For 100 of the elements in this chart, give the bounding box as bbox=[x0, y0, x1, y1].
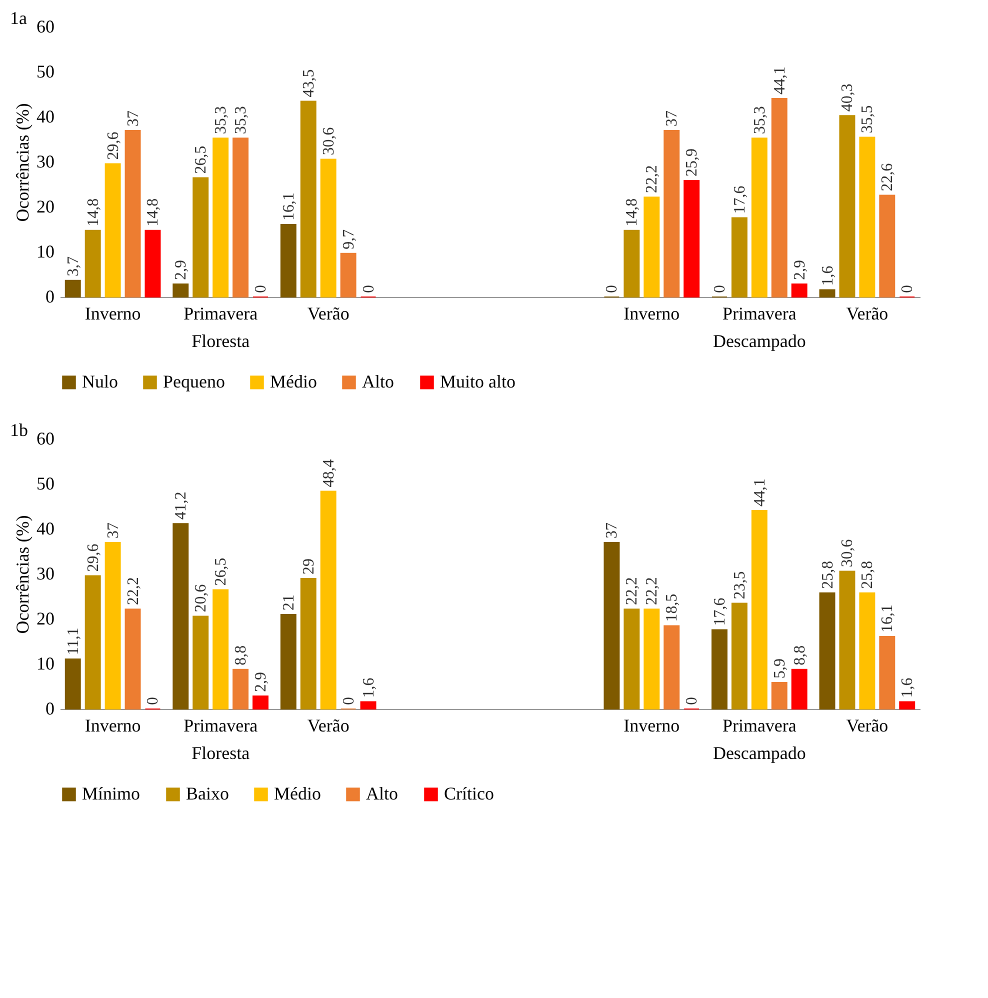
bar bbox=[839, 115, 856, 298]
data-label: 8,8 bbox=[791, 645, 808, 666]
bar bbox=[731, 217, 748, 298]
data-label: 25,9 bbox=[684, 148, 701, 176]
x-tick-label: Primavera bbox=[184, 716, 258, 736]
data-label: 8,8 bbox=[232, 645, 250, 666]
y-axis-title: Ocorrências (%) bbox=[12, 515, 32, 634]
bar bbox=[124, 608, 141, 710]
data-label: 37 bbox=[664, 110, 681, 126]
data-label: 14,8 bbox=[624, 198, 641, 226]
x-tick-label: Primavera bbox=[722, 716, 796, 736]
x-tick-label: Primavera bbox=[184, 304, 258, 324]
bar bbox=[604, 542, 620, 710]
bar bbox=[280, 224, 296, 298]
x-tick-label: Inverno bbox=[624, 304, 680, 324]
data-label: 44,1 bbox=[771, 66, 788, 95]
text: Floresta bbox=[192, 331, 250, 351]
legend-label: Nulo bbox=[82, 371, 118, 392]
legend-label: Médio bbox=[274, 783, 321, 804]
data-label: 0 bbox=[604, 285, 621, 293]
bar bbox=[644, 608, 660, 710]
data-label: 22,2 bbox=[644, 165, 661, 194]
data-label: 14,8 bbox=[144, 198, 162, 226]
bar bbox=[320, 158, 336, 298]
x-tick-label: Inverno bbox=[624, 716, 680, 736]
bar bbox=[879, 194, 896, 298]
bar bbox=[791, 668, 808, 710]
bar bbox=[839, 570, 856, 710]
bar bbox=[64, 280, 81, 298]
data-label: 0 bbox=[899, 285, 916, 293]
bar bbox=[684, 180, 700, 298]
bar bbox=[232, 138, 249, 298]
data-label: 14,8 bbox=[84, 198, 102, 226]
bar bbox=[664, 130, 680, 298]
y-tick-label: 20 bbox=[36, 608, 54, 628]
bar bbox=[751, 138, 768, 298]
bar bbox=[84, 575, 101, 710]
x-tick-label: Verão bbox=[846, 304, 888, 324]
bar bbox=[731, 602, 748, 710]
bar bbox=[664, 625, 680, 710]
bar bbox=[172, 283, 189, 298]
data-label: 22,2 bbox=[624, 577, 641, 606]
x-tick-label: Verão bbox=[307, 716, 350, 736]
legend-label: Baixo bbox=[186, 783, 229, 804]
data-label: 22,6 bbox=[879, 163, 896, 192]
data-label: 20,6 bbox=[192, 584, 210, 612]
data-label: 26,5 bbox=[192, 146, 210, 174]
data-label: 41,2 bbox=[172, 492, 190, 520]
data-label: 35,3 bbox=[212, 106, 230, 134]
chart-title: 1a bbox=[10, 8, 27, 28]
data-label: 23,5 bbox=[731, 571, 748, 600]
data-label: 5,9 bbox=[771, 658, 788, 678]
bar bbox=[212, 138, 229, 298]
bar bbox=[859, 592, 876, 710]
x-tick-label: Inverno bbox=[84, 304, 141, 324]
legend-label: Muito alto bbox=[440, 371, 516, 392]
bar bbox=[144, 230, 161, 298]
data-label: 0 bbox=[340, 697, 358, 705]
bar bbox=[899, 701, 916, 710]
y-tick-label: 0 bbox=[46, 698, 54, 718]
bar bbox=[104, 163, 121, 298]
bar bbox=[124, 130, 141, 298]
bar bbox=[172, 523, 189, 710]
bar bbox=[771, 98, 788, 298]
data-label: 2,9 bbox=[791, 260, 808, 280]
chart-title: 1b bbox=[10, 420, 28, 440]
y-tick-label: 10 bbox=[36, 654, 54, 674]
bar bbox=[624, 608, 640, 710]
data-label: 30,6 bbox=[320, 127, 338, 156]
y-tick-label: 50 bbox=[36, 474, 54, 494]
data-label: 11,1 bbox=[64, 628, 82, 656]
bar bbox=[192, 616, 209, 710]
bar bbox=[64, 658, 81, 710]
bar bbox=[712, 629, 728, 710]
data-label: 17,6 bbox=[711, 598, 728, 626]
data-label: 16,1 bbox=[280, 192, 298, 221]
legend-label: Mínimo bbox=[82, 783, 140, 804]
bar bbox=[340, 252, 356, 298]
bar bbox=[300, 578, 316, 710]
y-tick-label: 30 bbox=[36, 564, 54, 584]
bar bbox=[212, 589, 229, 710]
data-label: 0 bbox=[252, 285, 270, 293]
legend-label: Médio bbox=[270, 371, 317, 392]
bar bbox=[192, 177, 209, 298]
data-label: 16,1 bbox=[879, 604, 896, 633]
data-label: 2,9 bbox=[172, 260, 190, 280]
y-tick-label: 30 bbox=[36, 152, 54, 172]
data-label: 26,5 bbox=[212, 558, 230, 586]
legend-label: Pequeno bbox=[163, 371, 225, 392]
y-tick-label: 0 bbox=[46, 286, 54, 306]
data-label: 44,1 bbox=[751, 478, 768, 507]
data-label: 40,3 bbox=[839, 84, 856, 112]
y-tick-label: 60 bbox=[36, 428, 54, 448]
data-label: 37 bbox=[104, 522, 122, 538]
bar bbox=[819, 592, 836, 710]
bar bbox=[771, 682, 788, 710]
data-label: 3,7 bbox=[64, 256, 82, 276]
data-label: 0 bbox=[144, 697, 162, 705]
bar bbox=[252, 695, 268, 710]
bar bbox=[300, 100, 316, 298]
